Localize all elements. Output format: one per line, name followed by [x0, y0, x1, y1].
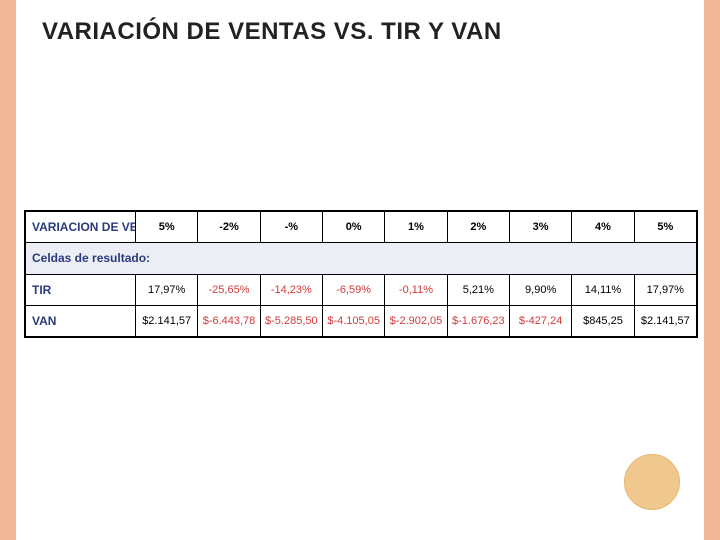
cell: 17,97%	[136, 274, 198, 305]
col-header: 5%	[136, 212, 198, 243]
col-header: 0%	[322, 212, 384, 243]
col-header: 5%	[634, 212, 696, 243]
table-section-row: Celdas de resultado:	[26, 243, 697, 274]
col-header: 4%	[572, 212, 634, 243]
table-row: VAN $2.141,57 $-6.443,78 $-5.285,50 $-4.…	[26, 305, 697, 336]
cell: $-1.676,23	[447, 305, 509, 336]
cell: -0,11%	[385, 274, 447, 305]
cell: 5,21%	[447, 274, 509, 305]
col-header: -%	[260, 212, 322, 243]
page-title: VARIACIÓN DE VENTAS VS. TIR Y VAN	[42, 18, 502, 46]
row-label: VAN	[26, 305, 136, 336]
header-label: VARIACION DE VENTAS	[26, 212, 136, 243]
col-header: 1%	[385, 212, 447, 243]
section-label: Celdas de resultado:	[26, 243, 697, 274]
cell: $-2.902,05	[385, 305, 447, 336]
cell: $845,25	[572, 305, 634, 336]
cell: -14,23%	[260, 274, 322, 305]
cell: $-427,24	[509, 305, 571, 336]
table-row: TIR 17,97% -25,65% -14,23% -6,59% -0,11%…	[26, 274, 697, 305]
cell: $-4.105,05	[322, 305, 384, 336]
cell: 14,11%	[572, 274, 634, 305]
table: VARIACION DE VENTAS 5% -2% -% 0% 1% 2% 3…	[25, 211, 697, 337]
frame-border-right	[704, 0, 720, 540]
col-header: 2%	[447, 212, 509, 243]
cell: 17,97%	[634, 274, 696, 305]
cell: -25,65%	[198, 274, 260, 305]
cell: $-6.443,78	[198, 305, 260, 336]
cell: -6,59%	[322, 274, 384, 305]
decorative-circle-icon	[624, 454, 680, 510]
slide: VARIACIÓN DE VENTAS VS. TIR Y VAN VARIAC…	[0, 0, 720, 540]
cell: 9,90%	[509, 274, 571, 305]
table-header-row: VARIACION DE VENTAS 5% -2% -% 0% 1% 2% 3…	[26, 212, 697, 243]
col-header: -2%	[198, 212, 260, 243]
frame-border-left	[0, 0, 16, 540]
row-label: TIR	[26, 274, 136, 305]
cell: $2.141,57	[136, 305, 198, 336]
col-header: 3%	[509, 212, 571, 243]
sensitivity-table: VARIACION DE VENTAS 5% -2% -% 0% 1% 2% 3…	[24, 210, 698, 338]
cell: $-5.285,50	[260, 305, 322, 336]
cell: $2.141,57	[634, 305, 696, 336]
